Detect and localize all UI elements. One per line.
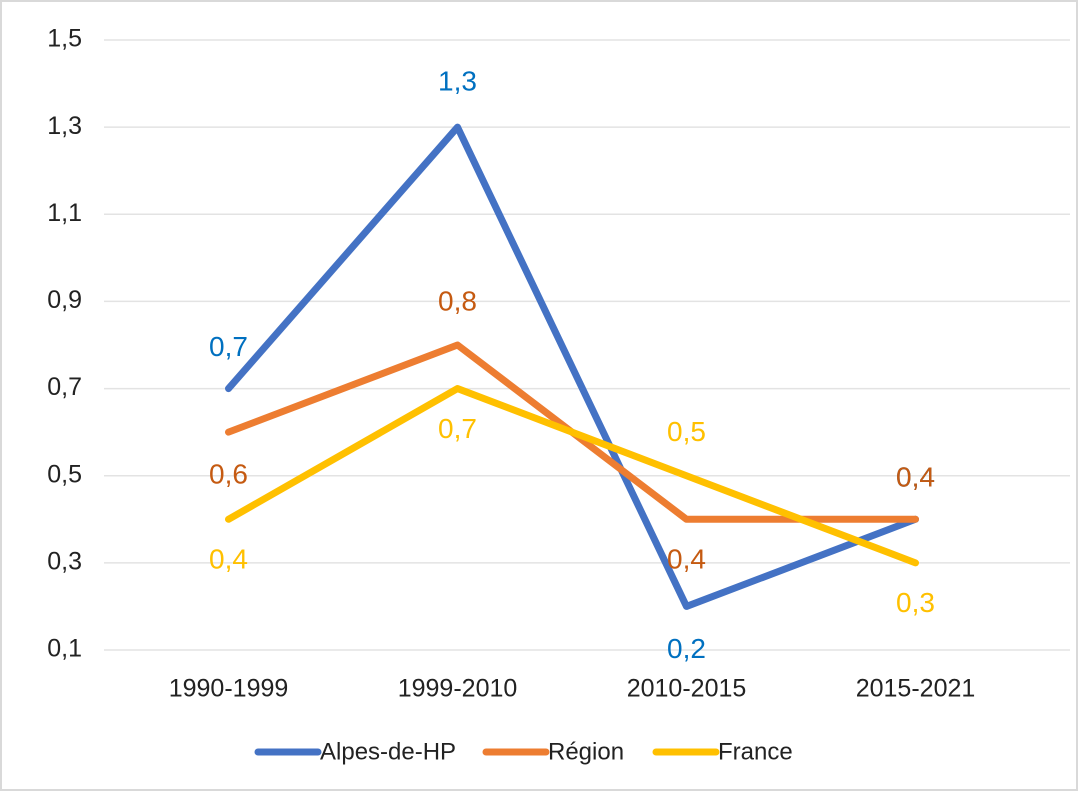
data-label: 1,3: [438, 66, 477, 97]
data-label: 0,7: [209, 331, 248, 362]
data-label: 0,6: [209, 459, 248, 490]
series-line: [225, 385, 919, 567]
x-tick-label: 1990-1999: [169, 675, 289, 703]
data-label: 0,4: [667, 544, 706, 575]
legend-label: Alpes-de-HP: [320, 738, 456, 765]
data-label: 0,4: [896, 462, 935, 493]
y-tick-label: 1,3: [47, 112, 82, 140]
data-label: 0,3: [896, 587, 935, 618]
x-tick-label: 2015-2021: [856, 675, 976, 703]
y-tick-label: 0,9: [47, 286, 82, 314]
data-label: 0,7: [438, 413, 477, 444]
data-label: 0,5: [667, 416, 706, 447]
y-tick-label: 0,1: [47, 635, 82, 663]
x-tick-label: 1999-2010: [398, 675, 518, 703]
legend-label: Région: [548, 738, 624, 765]
series-line: [225, 123, 919, 610]
data-label: 0,2: [667, 633, 706, 664]
y-tick-label: 0,3: [47, 547, 82, 575]
y-tick-label: 0,7: [47, 373, 82, 401]
x-tick-label: 2010-2015: [627, 675, 747, 703]
data-label: 0,8: [438, 285, 477, 316]
y-tick-label: 1,1: [47, 199, 82, 227]
data-label: 0,4: [209, 544, 248, 575]
legend-label: France: [718, 738, 793, 765]
data-label: 0,4: [896, 462, 935, 493]
y-tick-label: 1,5: [47, 25, 82, 53]
y-tick-label: 0,5: [47, 460, 82, 488]
